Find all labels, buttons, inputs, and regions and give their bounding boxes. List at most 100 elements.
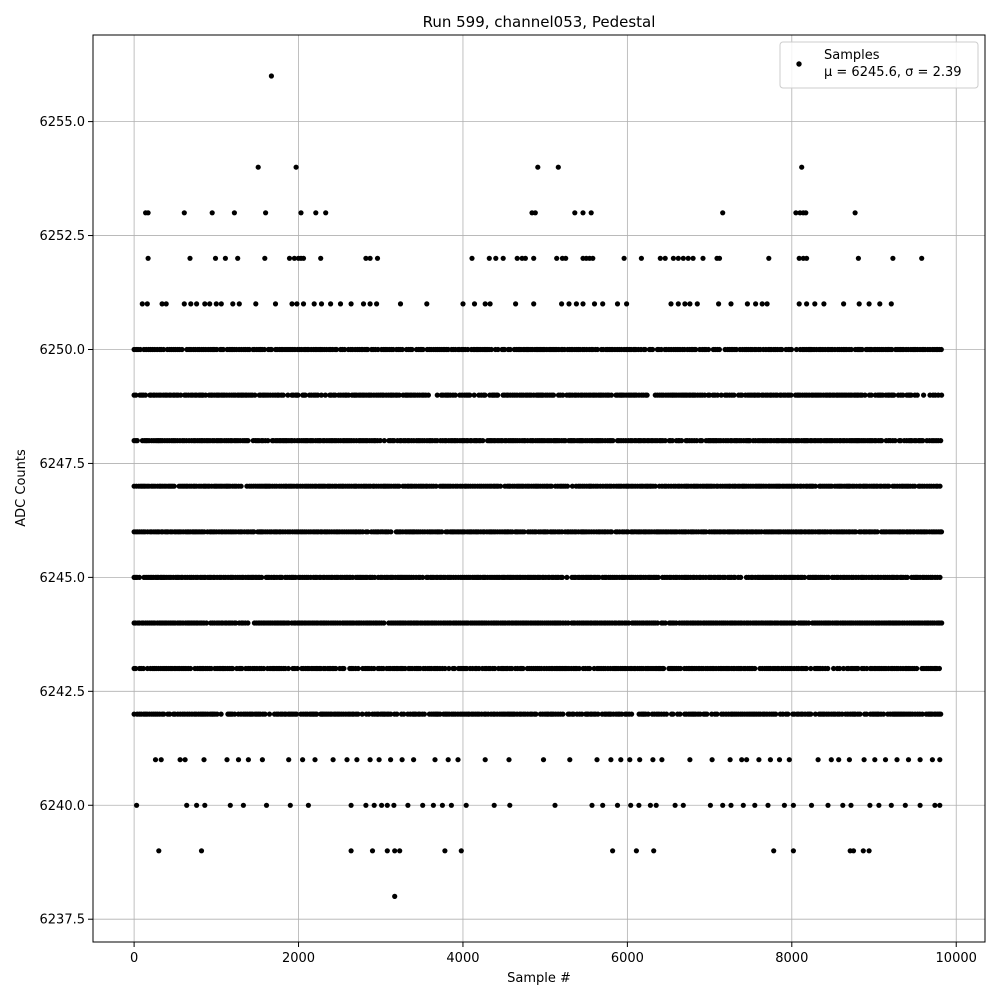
data-point (654, 620, 661, 626)
data-point (300, 757, 306, 763)
data-point (420, 574, 426, 581)
data-point (628, 802, 634, 808)
data-point (859, 346, 865, 353)
data-point (179, 346, 185, 353)
data-point (868, 392, 874, 398)
data-point (377, 438, 383, 444)
data-point (374, 255, 381, 261)
data-point (651, 848, 657, 854)
data-point (856, 301, 862, 307)
data-point (714, 711, 720, 717)
data-point (371, 665, 377, 672)
data-point (861, 757, 867, 763)
data-point (831, 665, 837, 672)
data-point (187, 665, 194, 672)
chart-title: Run 599, channel053, Pedestal (423, 13, 656, 31)
data-point (894, 757, 900, 763)
data-point (381, 438, 387, 444)
data-point (203, 392, 209, 398)
data-point (367, 757, 373, 763)
data-point (785, 711, 791, 717)
data-point (591, 301, 598, 307)
data-point (662, 620, 668, 626)
data-point (439, 529, 445, 535)
data-point (208, 665, 214, 672)
data-point (136, 574, 142, 581)
data-point (857, 711, 863, 717)
legend-box (779, 41, 979, 89)
data-point (920, 438, 926, 444)
data-point (133, 392, 139, 398)
data-point (917, 757, 923, 763)
data-point (259, 574, 265, 581)
data-point (341, 665, 347, 672)
data-point (365, 346, 371, 353)
data-point (836, 665, 843, 672)
data-point (261, 346, 267, 353)
data-point (550, 392, 557, 398)
data-point (637, 757, 643, 763)
data-point (890, 255, 896, 261)
data-point (863, 711, 870, 717)
data-point (752, 802, 758, 808)
data-point (384, 802, 390, 808)
data-point (569, 483, 576, 489)
data-point (134, 802, 140, 808)
data-point (668, 301, 674, 307)
data-point (633, 848, 640, 854)
data-point (337, 301, 344, 307)
data-point (608, 392, 615, 398)
data-point (452, 392, 458, 398)
data-point (720, 802, 726, 808)
data-point (560, 711, 566, 717)
data-point (142, 392, 149, 398)
data-point (853, 529, 859, 535)
data-point (522, 255, 529, 261)
data-point (595, 711, 601, 717)
data-point (420, 346, 426, 353)
data-point (744, 301, 751, 307)
data-point (825, 665, 831, 672)
y-tick-label: 6247.5 (40, 457, 86, 472)
data-point (181, 301, 187, 307)
data-point (467, 392, 473, 398)
data-point (716, 255, 723, 261)
data-point (559, 574, 565, 581)
data-point (796, 301, 802, 307)
data-point (285, 665, 291, 672)
data-point (618, 757, 624, 763)
data-point (552, 802, 558, 808)
data-points (131, 73, 945, 900)
data-point (133, 665, 139, 672)
data-point (265, 438, 271, 444)
data-point (203, 620, 210, 626)
data-point (767, 757, 774, 763)
data-point (318, 255, 324, 261)
data-point (680, 255, 686, 261)
legend-marker (796, 61, 802, 67)
data-point (815, 757, 821, 763)
data-point (507, 346, 513, 353)
data-point (559, 301, 565, 307)
data-point (294, 711, 300, 717)
x-tick-label: 10000 (936, 951, 977, 966)
data-point (213, 301, 219, 307)
data-point (355, 665, 361, 672)
x-tick-label: 8000 (775, 951, 808, 966)
data-point (442, 848, 448, 854)
data-point (619, 711, 625, 717)
data-point (624, 301, 630, 307)
data-point (300, 255, 307, 261)
data-point (365, 529, 371, 535)
data-point (531, 255, 537, 261)
data-point (728, 301, 734, 307)
data-point (231, 210, 237, 216)
data-point (540, 757, 547, 763)
data-point (463, 802, 469, 808)
data-point (236, 301, 242, 307)
data-point (609, 529, 615, 535)
data-point (560, 392, 566, 398)
data-point (268, 73, 274, 79)
data-point (521, 529, 527, 535)
data-point (848, 802, 854, 808)
